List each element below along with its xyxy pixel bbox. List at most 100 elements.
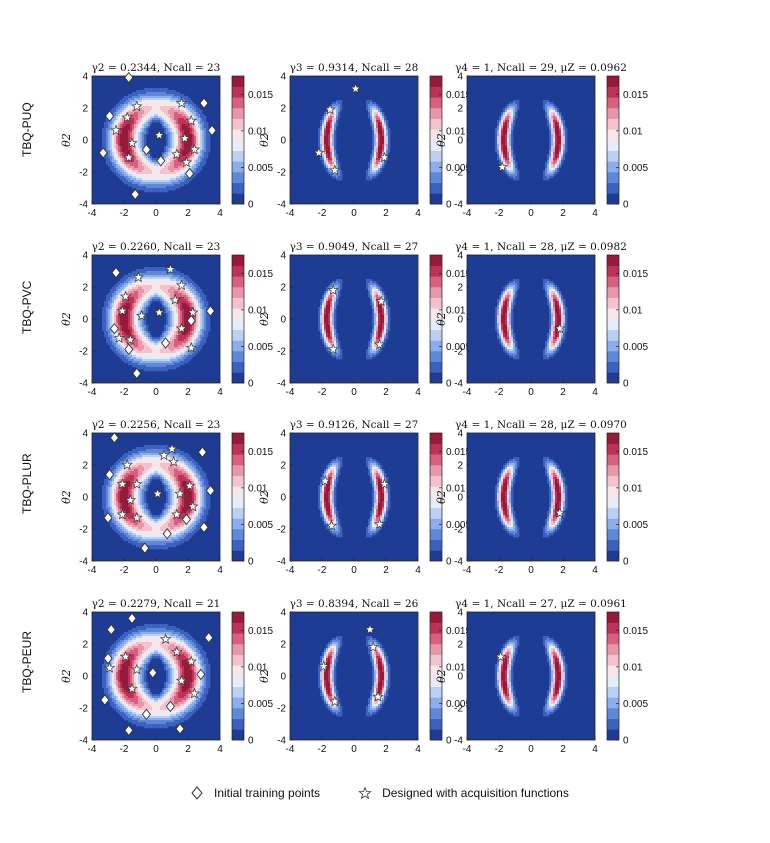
colorbar-tick-label-2: 0.005 <box>623 520 648 531</box>
y-tick-label-3: 0 <box>82 672 88 683</box>
y-tick-label-1: -4 <box>79 379 88 390</box>
x-tick-label-2: -2 <box>318 387 327 398</box>
initial-point-8 <box>141 708 151 721</box>
designed-point-4 <box>175 97 188 109</box>
colorbar <box>606 432 620 562</box>
colorbar-tick-label-3: 0.01 <box>623 483 643 494</box>
x-tick-label-1: -4 <box>463 565 472 576</box>
initial-point-3 <box>109 322 119 335</box>
designed-point-5 <box>185 114 197 126</box>
colorbar-tick-label-2: 0.005 <box>248 699 273 710</box>
row-label-1: TBQ-PUQ <box>20 102 34 157</box>
y-tick-label-1: -4 <box>79 557 88 568</box>
colorbar-tick-label-1: 0 <box>623 379 629 390</box>
y-tick-label-4: 2 <box>280 104 286 115</box>
initial-point-6 <box>148 667 158 679</box>
y-axis-label: θ2 <box>60 490 73 504</box>
designed-point-7 <box>126 682 138 694</box>
initial-point-1 <box>106 623 116 636</box>
legend-item-designed: Designed with acquisition functions <box>358 786 569 800</box>
heatmap-background <box>290 433 418 561</box>
colorbar-tick-label-3: 0.01 <box>446 305 466 316</box>
x-tick-label-3: 0 <box>351 744 357 755</box>
panel-title: γ4 = 1, Ncall = 27, μZ = 0.0961 <box>455 598 627 610</box>
colorbar-tick-label-3: 0.01 <box>248 662 268 673</box>
y-tick-label-2: -2 <box>277 347 286 358</box>
designed-point-3 <box>325 519 338 531</box>
y-tick-label-4: 2 <box>457 104 463 115</box>
colorbar-tick-label-4: 0.015 <box>623 626 648 637</box>
colorbar-tick-label-4: 0.015 <box>446 447 471 458</box>
chart-panel-2: γ3 = 0.9314, Ncall = 28-4-2024-4-2024θ1θ… <box>258 62 471 219</box>
designed-point-6 <box>124 494 137 506</box>
y-tick-label-1: -4 <box>277 379 286 390</box>
row-label-4: TBQ-PEUR <box>20 630 34 693</box>
x-tick-label-1: -4 <box>286 565 295 576</box>
initial-point-1 <box>111 266 121 279</box>
y-axis-label: θ2 <box>258 312 271 326</box>
panel-title: γ2 = 0.2260, Ncall = 23 <box>92 241 221 253</box>
designed-point-5 <box>378 151 391 163</box>
x-tick-label-4: 2 <box>185 208 191 219</box>
x-tick-label-5: 4 <box>415 565 421 576</box>
designed-point-10 <box>131 511 143 523</box>
colorbar-tick-label-3: 0.01 <box>248 305 268 316</box>
designed-point-7 <box>153 306 165 318</box>
designed-point-9 <box>116 508 129 520</box>
designed-point-4 <box>116 478 129 490</box>
x-tick-label-2: -2 <box>495 208 504 219</box>
chart-panel-4: γ2 = 0.2260, Ncall = 23-4-2024-4-2024θ1θ… <box>60 241 273 398</box>
row-label-2: TBQ-PVC <box>20 280 34 334</box>
initial-point-4 <box>124 343 134 356</box>
x-tick-label-5: 4 <box>592 565 598 576</box>
designed-point-11 <box>123 151 135 163</box>
colorbar-tick-label-1: 0 <box>248 200 254 211</box>
initial-point-7 <box>165 700 175 713</box>
designed-point-3 <box>110 124 122 136</box>
designed-point-4 <box>119 290 132 302</box>
x-tick-label-4: 2 <box>185 387 191 398</box>
designed-point-1 <box>317 660 330 672</box>
designed-point-1 <box>496 161 508 173</box>
initial-point-2 <box>105 110 115 122</box>
designed-point-1 <box>103 661 116 673</box>
designed-point-7 <box>171 148 183 160</box>
colorbar-tick-label-4: 0.015 <box>623 447 648 458</box>
colorbar-tick-label-3: 0.01 <box>446 662 466 673</box>
panel-title: γ2 = 0.2256, Ncall = 23 <box>92 419 221 431</box>
initial-point-4 <box>196 668 206 681</box>
x-tick-label-4: 2 <box>185 744 191 755</box>
designed-point-9 <box>187 306 199 318</box>
colorbar-tick-label-1: 0 <box>248 379 254 390</box>
y-axis-label: θ2 <box>258 669 271 683</box>
designed-point-1 <box>131 100 143 112</box>
initial-point-1 <box>124 71 134 84</box>
x-tick-label-3: 0 <box>351 565 357 576</box>
y-tick-label-5: 4 <box>82 608 88 619</box>
y-tick-label-4: 2 <box>280 461 286 472</box>
colorbar-tick-label-4: 0.015 <box>248 447 273 458</box>
designed-point-6 <box>135 309 148 321</box>
heatmap-cells <box>318 636 391 717</box>
colorbar-tick-label-1: 0 <box>623 557 629 568</box>
x-tick-label-4: 2 <box>560 387 566 398</box>
designed-point-4 <box>171 645 183 657</box>
designed-point-9 <box>153 129 165 141</box>
y-tick-label-2: -2 <box>454 704 463 715</box>
colorbar <box>231 75 245 205</box>
y-tick-label-5: 4 <box>280 72 286 83</box>
designed-point-13 <box>187 500 199 512</box>
x-tick-label-4: 2 <box>383 387 389 398</box>
x-tick-label-3: 0 <box>528 744 534 755</box>
x-tick-label-5: 4 <box>217 208 223 219</box>
x-tick-label-1: -4 <box>88 565 97 576</box>
x-tick-label-1: -4 <box>463 387 472 398</box>
designed-point-5 <box>116 304 129 316</box>
y-tick-label-5: 4 <box>280 251 286 262</box>
heatmap-background <box>290 255 418 383</box>
initial-point-3 <box>204 631 214 644</box>
y-axis-label: θ2 <box>60 133 73 147</box>
x-tick-label-4: 2 <box>383 744 389 755</box>
designed-point-11 <box>174 487 186 499</box>
x-tick-label-2: -2 <box>495 387 504 398</box>
